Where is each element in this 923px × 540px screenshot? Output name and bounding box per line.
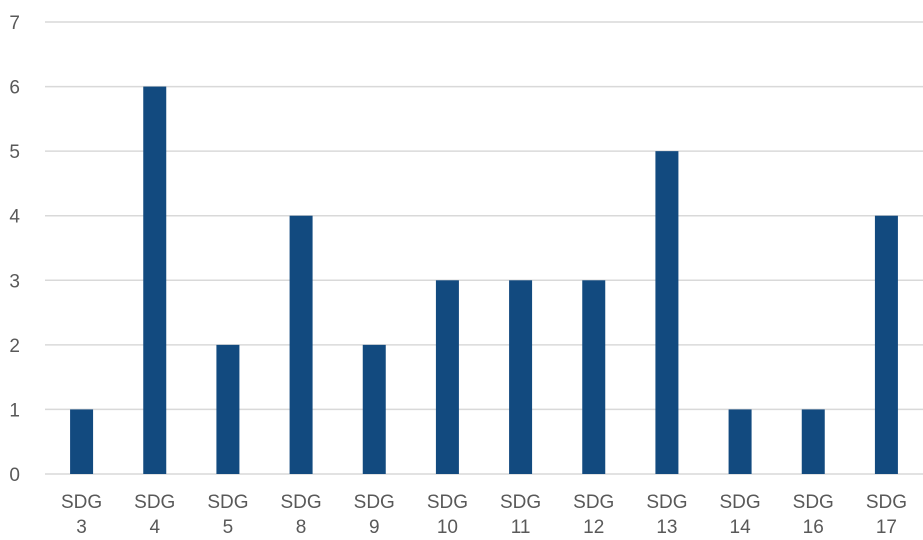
bar: [582, 280, 606, 474]
y-axis-ticks: 0 1 2 3 4 5 6 7: [9, 13, 20, 486]
x-tick-label: SDG: [354, 492, 395, 513]
y-tick-label: 0: [9, 465, 20, 486]
bar: [143, 86, 167, 475]
x-tick-label: 5: [223, 517, 234, 538]
x-tick-label: 10: [437, 517, 458, 538]
bar: [289, 215, 313, 474]
y-tick-label: 4: [9, 207, 20, 228]
y-tick-label: 2: [9, 336, 20, 357]
x-tick-label: SDG: [280, 492, 321, 513]
bar: [728, 409, 752, 474]
x-tick-label: 16: [803, 517, 824, 538]
x-tick-label: SDG: [207, 492, 248, 513]
x-tick-label: SDG: [646, 492, 687, 513]
x-tick-label: 9: [369, 517, 380, 538]
x-tick-label: SDG: [61, 492, 102, 513]
y-tick-label: 5: [9, 142, 20, 163]
bar: [435, 280, 459, 474]
x-tick-label: 12: [583, 517, 604, 538]
x-tick-label: 14: [730, 517, 752, 538]
x-tick-label: SDG: [500, 492, 541, 513]
bar: [655, 151, 679, 474]
y-tick-label: 6: [9, 78, 20, 99]
x-tick-label: 3: [76, 517, 87, 538]
y-tick-label: 1: [9, 400, 20, 421]
bars: [70, 86, 898, 475]
x-tick-label: SDG: [427, 492, 468, 513]
bar: [362, 344, 386, 474]
x-tick-label: SDG: [573, 492, 614, 513]
bar: [874, 215, 898, 474]
bar: [801, 409, 825, 474]
x-axis-labels: SDG 3 SDG 4 SDG 5 SDG 8 SDG 9 SDG 10 SDG 11 SDG 12 SDG 13…: [61, 492, 907, 538]
y-tick-label: 7: [9, 13, 20, 34]
x-tick-label: SDG: [719, 492, 760, 513]
bar: [509, 280, 533, 474]
x-tick-label: SDG: [793, 492, 834, 513]
x-tick-label: 17: [876, 517, 897, 538]
x-tick-label: SDG: [866, 492, 907, 513]
x-tick-label: 4: [149, 517, 160, 538]
x-tick-label: 8: [296, 517, 307, 538]
y-tick-label: 3: [9, 271, 20, 292]
gridlines: [45, 21, 923, 475]
bar: [216, 344, 240, 474]
x-tick-label: 13: [656, 517, 677, 538]
bar: [70, 409, 94, 474]
x-tick-label: SDG: [134, 492, 175, 513]
x-tick-label: 11: [511, 517, 531, 538]
